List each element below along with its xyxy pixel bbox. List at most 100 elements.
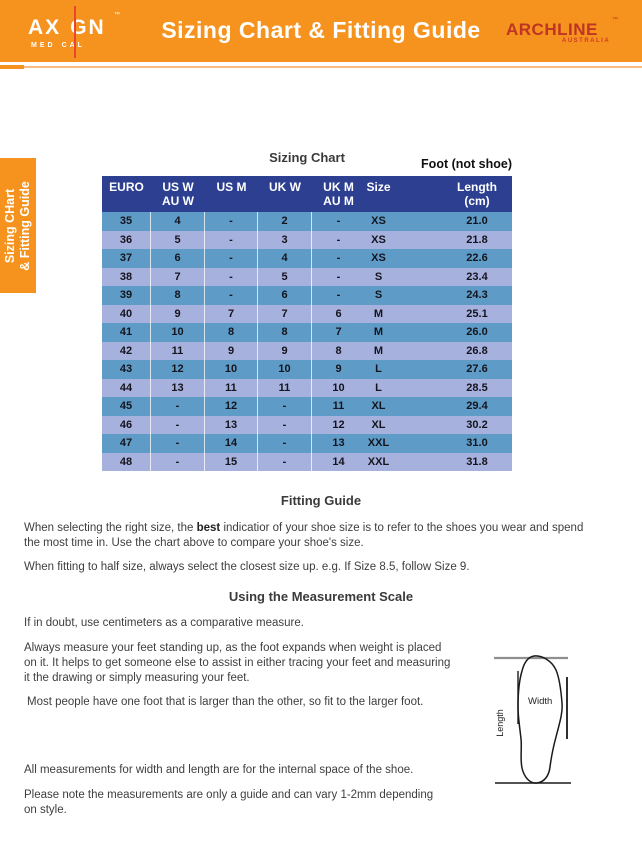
archline-logo-text: ARCHLINE <box>506 20 598 39</box>
table-cell: 11 <box>151 341 205 360</box>
column-header-length: Length (cm) <box>420 176 512 212</box>
fitting-guide-title: Fitting Guide <box>280 493 362 508</box>
column-header-usw: US W AU W <box>151 176 205 212</box>
table-cell: - <box>258 397 312 416</box>
table-cell: 12 <box>205 397 258 416</box>
axign-logo: AX GN ™ MED CAL <box>28 6 124 58</box>
side-tab-line1: Sizing CHart <box>3 188 18 263</box>
table-cell: 9 <box>205 341 258 360</box>
col-line1: EURO <box>109 180 144 194</box>
p1-post: indicatior of your shoe size is to refer… <box>220 522 584 534</box>
foot-outline-drawing: Width Length <box>494 655 571 784</box>
axign-medical-text: MED CAL <box>31 42 85 49</box>
table-cell: 22.6 <box>466 252 488 265</box>
table-cell: 39 <box>102 286 151 305</box>
paragraph-line: the most time in. Use the chart above to… <box>24 537 364 549</box>
measurement-paragraph-5: Please note the measurements are only a … <box>24 788 484 818</box>
col-line1: US M <box>216 180 247 194</box>
table-cell: XXL <box>367 437 390 450</box>
col-line2: AU W <box>162 194 194 208</box>
table-cell: M <box>373 344 384 357</box>
table-cell: S <box>374 270 383 283</box>
table-cell: 9 <box>335 363 342 376</box>
paragraph-line: When selecting the right size, the best … <box>24 521 624 536</box>
table-cell: 35 <box>102 212 151 231</box>
col-line1: UK W <box>269 180 301 194</box>
table-cell: 36 <box>102 230 151 249</box>
table-cell: 31.0 <box>466 437 488 450</box>
table-cell: - <box>151 397 205 416</box>
table-cell: XL <box>371 418 386 431</box>
table-cell: L <box>375 363 382 376</box>
table-cell: 40 <box>102 304 151 323</box>
table-cell: 21.0 <box>466 215 488 228</box>
table-cell: - <box>336 215 341 228</box>
table-row: 47-14-13 XXL 31.0 <box>102 434 512 453</box>
table-cell: 11 <box>205 378 258 397</box>
table-cell: 27.6 <box>466 363 488 376</box>
table-cell: XXL <box>367 455 390 468</box>
table-cell: M <box>373 307 384 320</box>
col-line1: UK M <box>323 180 354 194</box>
table-cell: 42 <box>102 341 151 360</box>
table-cell: 37 <box>102 249 151 268</box>
axign-sub1: MED <box>31 42 56 49</box>
sizing-table-body: 35 4-2- XS 21.0 36 5-3- XS 21.8 37 6-4- XS 22.6 38 7-… <box>102 212 512 471</box>
column-header-ukm: UK M AU M <box>312 176 365 212</box>
table-cell: - <box>258 415 312 434</box>
col-line2: (cm) <box>464 194 490 208</box>
table-cell: 13 <box>332 437 345 450</box>
table-cell: 7 <box>205 304 258 323</box>
fitting-guide-paragraph-1: When selecting the right size, the best … <box>24 521 624 551</box>
table-cell: 4 <box>151 212 205 231</box>
table-row: 39 8-6- S 24.3 <box>102 286 512 305</box>
table-cell: 21.8 <box>466 233 488 246</box>
col-line1: US W <box>162 180 194 194</box>
table-cell: S <box>374 289 383 302</box>
fitting-guide-paragraph-2: When fitting to half size, always select… <box>24 561 470 573</box>
table-cell: - <box>151 452 205 471</box>
table-cell: - <box>205 230 258 249</box>
table-cell: - <box>205 267 258 286</box>
table-cell: 5 <box>258 267 312 286</box>
table-row: 42 11 9 9 8 M 26.8 <box>102 341 512 360</box>
table-cell: 48 <box>102 452 151 471</box>
side-tab-label: Sizing CHart & Fitting Guide <box>3 181 33 271</box>
table-cell: XS <box>371 215 386 228</box>
foot-measurement-diagram: Width Length <box>488 645 633 795</box>
measurement-paragraph-2: Always measure your feet standing up, as… <box>24 641 494 686</box>
col-line1: Length <box>457 180 497 194</box>
sizing-table: EURO US W AU W US M UK W UK M AU M Size Le… <box>102 176 512 471</box>
table-cell: 2 <box>258 212 312 231</box>
table-cell: 11 <box>258 378 312 397</box>
table-cell: 10 <box>258 360 312 379</box>
table-cell: 12 <box>332 418 345 431</box>
column-header-ukw: UK W <box>258 176 312 212</box>
archline-tm: ™ <box>612 17 618 23</box>
axign-part1: AX <box>28 16 62 39</box>
table-cell: 47 <box>102 434 151 453</box>
measurement-scale-title: Using the Measurement Scale <box>228 589 414 604</box>
banner-rule-dark <box>0 65 24 69</box>
table-row: 41 10 8 8 7 M 26.0 <box>102 323 512 342</box>
table-cell: 10 <box>332 381 345 394</box>
column-header-usm: US M <box>205 176 258 212</box>
table-cell: 8 <box>205 323 258 342</box>
table-cell: 7 <box>151 267 205 286</box>
table-cell: - <box>205 286 258 305</box>
axign-tm: ™ <box>114 12 120 18</box>
measurement-paragraph-1: If in doubt, use centimeters as a compar… <box>24 617 304 629</box>
table-cell: 38 <box>102 267 151 286</box>
width-label: Width <box>528 696 552 707</box>
column-header-size: Size <box>365 176 420 212</box>
archline-australia-text: AUSTRALIA <box>562 38 611 44</box>
table-cell: - <box>205 212 258 231</box>
table-row: 37 6-4- XS 22.6 <box>102 249 512 268</box>
table-cell: 26.0 <box>466 326 488 339</box>
table-cell: 12 <box>151 360 205 379</box>
page-title: Sizing Chart & Fitting Guide <box>161 17 481 43</box>
table-cell: 26.8 <box>466 344 488 357</box>
side-tab: Sizing CHart & Fitting Guide <box>0 158 36 293</box>
table-cell: - <box>336 252 341 265</box>
table-cell: 14 <box>332 455 345 468</box>
